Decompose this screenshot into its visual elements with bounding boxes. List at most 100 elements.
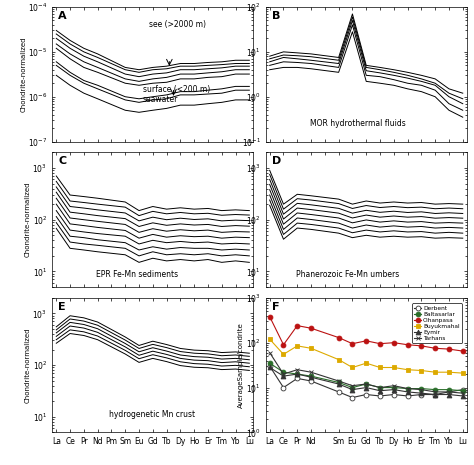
Cihanpasa [419, 343, 424, 349]
Line: Eymir: Eymir [267, 365, 465, 399]
Cihanpasa [267, 314, 273, 319]
Baltasarlar [391, 385, 397, 390]
Legend: Derbent, Baltasarlar, Cihanpasa, Buyukmahal, Eymir, Tarhans: Derbent, Baltasarlar, Cihanpasa, Buyukma… [412, 304, 462, 343]
Buyukmahal [460, 370, 465, 376]
Eymir [377, 388, 383, 393]
Baltasarlar [405, 386, 410, 392]
Buyukmahal [391, 365, 397, 370]
Buyukmahal [419, 368, 424, 373]
Line: Derbent: Derbent [267, 364, 465, 400]
Eymir [308, 374, 314, 380]
Buyukmahal [364, 360, 369, 366]
Cihanpasa [350, 341, 356, 346]
Buyukmahal [267, 336, 273, 342]
Baltasarlar [460, 388, 465, 393]
Baltasarlar [294, 371, 300, 377]
Eymir [432, 392, 438, 397]
Text: surface (<200 m)
seawater: surface (<200 m) seawater [143, 85, 210, 105]
Text: C: C [58, 156, 66, 166]
Baltasarlar [281, 369, 286, 375]
Cihanpasa [364, 338, 369, 344]
Cihanpasa [281, 342, 286, 347]
Cihanpasa [460, 348, 465, 354]
Text: A: A [58, 11, 67, 21]
Tarhans [308, 369, 314, 375]
Derbent [377, 393, 383, 399]
Baltasarlar [308, 373, 314, 379]
Eymir [419, 391, 424, 396]
Derbent [336, 389, 341, 395]
Text: B: B [272, 11, 280, 21]
Buyukmahal [350, 365, 356, 370]
Derbent [446, 389, 452, 395]
Eymir [281, 373, 286, 379]
Y-axis label: AverageSample/condrite: AverageSample/condrite [238, 322, 245, 408]
Derbent [419, 392, 424, 397]
Tarhans [267, 350, 273, 355]
Derbent [432, 392, 438, 397]
Derbent [350, 395, 356, 400]
Eymir [446, 392, 452, 397]
Buyukmahal [281, 352, 286, 357]
Baltasarlar [419, 386, 424, 392]
Eymir [405, 389, 410, 395]
Baltasarlar [336, 379, 341, 385]
Cihanpasa [405, 342, 410, 347]
Text: EPR Fe-Mn sediments: EPR Fe-Mn sediments [96, 270, 179, 279]
Buyukmahal [446, 369, 452, 375]
Tarhans [405, 386, 410, 392]
Derbent [405, 393, 410, 399]
Baltasarlar [350, 385, 356, 390]
Text: E: E [58, 302, 66, 312]
Derbent [267, 363, 273, 369]
Buyukmahal [432, 369, 438, 375]
Baltasarlar [446, 387, 452, 392]
Derbent [294, 376, 300, 381]
Buyukmahal [308, 345, 314, 351]
Line: Tarhans: Tarhans [267, 350, 465, 396]
Derbent [364, 392, 369, 397]
Cihanpasa [446, 346, 452, 352]
Tarhans [460, 391, 465, 396]
Eymir [391, 387, 397, 392]
Cihanpasa [294, 323, 300, 328]
Text: F: F [272, 302, 279, 312]
Eymir [294, 371, 300, 377]
Cihanpasa [308, 326, 314, 331]
Line: Cihanpasa: Cihanpasa [267, 314, 465, 353]
Tarhans [446, 389, 452, 395]
Eymir [267, 365, 273, 370]
Eymir [460, 393, 465, 399]
Derbent [281, 385, 286, 390]
Cihanpasa [336, 335, 341, 340]
Buyukmahal [294, 343, 300, 349]
Eymir [364, 385, 369, 390]
Derbent [391, 392, 397, 397]
Tarhans [281, 371, 286, 377]
Baltasarlar [432, 387, 438, 392]
Baltasarlar [364, 381, 369, 387]
Tarhans [377, 385, 383, 390]
Eymir [336, 381, 341, 387]
Derbent [460, 387, 465, 392]
Text: see (>2000 m): see (>2000 m) [149, 20, 206, 29]
Y-axis label: Chondrite-normalized: Chondrite-normalized [20, 37, 27, 112]
Baltasarlar [377, 385, 383, 390]
Derbent [308, 378, 314, 384]
Eymir [350, 387, 356, 392]
Baltasarlar [267, 360, 273, 366]
Line: Baltasarlar: Baltasarlar [267, 361, 465, 393]
Buyukmahal [405, 367, 410, 372]
Tarhans [432, 389, 438, 395]
Tarhans [419, 387, 424, 392]
Buyukmahal [377, 365, 383, 370]
Text: hydrogenetic Mn crust: hydrogenetic Mn crust [109, 410, 195, 419]
Tarhans [294, 367, 300, 372]
Text: MOR hydrothermal fluids: MOR hydrothermal fluids [310, 119, 406, 128]
Cihanpasa [391, 340, 397, 345]
Cihanpasa [377, 341, 383, 346]
Tarhans [336, 378, 341, 384]
Buyukmahal [336, 357, 341, 362]
Line: Buyukmahal: Buyukmahal [267, 337, 465, 376]
Cihanpasa [432, 345, 438, 351]
